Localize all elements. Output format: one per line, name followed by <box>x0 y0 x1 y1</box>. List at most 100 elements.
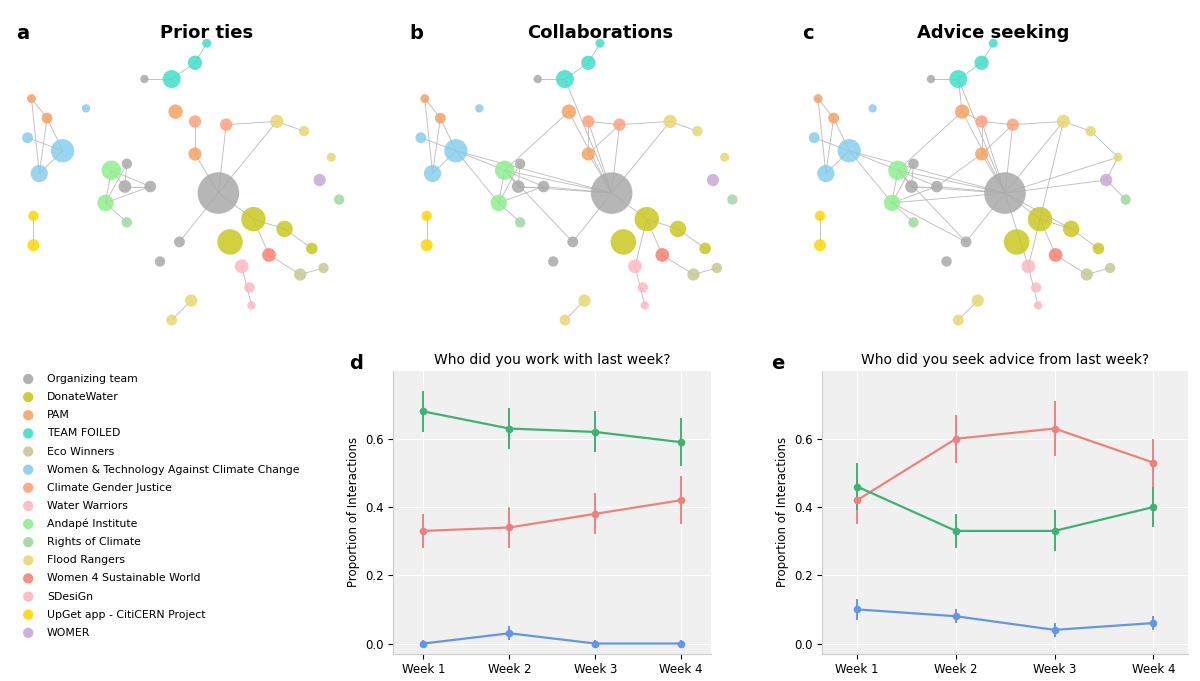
Point <box>635 300 654 311</box>
Point <box>637 214 656 225</box>
org_team <box>850 496 864 505</box>
Point <box>602 188 622 199</box>
inter_team <box>416 639 431 648</box>
Text: Organizing team: Organizing team <box>47 374 138 384</box>
Point <box>1116 194 1135 205</box>
Point <box>953 106 972 117</box>
Y-axis label: Proportion of Interactions: Proportion of Interactions <box>347 437 360 587</box>
Point <box>310 174 329 185</box>
Point <box>18 132 37 143</box>
Text: WOMER: WOMER <box>47 628 90 638</box>
inter_team <box>850 605 864 614</box>
Point <box>24 210 43 221</box>
Point <box>722 194 742 205</box>
Point <box>590 37 610 48</box>
Text: SDesiGn: SDesiGn <box>47 592 94 601</box>
Point <box>268 116 287 127</box>
intra_team <box>674 438 689 446</box>
Point <box>294 126 313 137</box>
Point <box>578 116 598 127</box>
Point <box>556 315 575 326</box>
intra_team <box>1146 503 1160 511</box>
Point <box>544 256 563 267</box>
intra_team <box>1048 527 1062 535</box>
Point <box>1097 174 1116 185</box>
Point <box>24 240 43 251</box>
Point <box>688 126 707 137</box>
Point <box>510 217 529 228</box>
Point <box>244 214 263 225</box>
Point <box>322 152 341 163</box>
Point <box>578 57 598 68</box>
Point <box>181 295 200 306</box>
Point <box>578 148 598 159</box>
Point <box>22 93 41 104</box>
Text: Prior ties: Prior ties <box>160 24 253 42</box>
Point <box>509 181 528 192</box>
Point <box>240 282 259 293</box>
Text: e: e <box>772 353 785 373</box>
Point <box>1019 261 1038 272</box>
Point <box>922 74 941 84</box>
Point <box>610 119 629 130</box>
Point <box>118 158 137 169</box>
intra_team <box>502 424 516 432</box>
Text: Advice seeking: Advice seeking <box>917 24 1069 42</box>
Point <box>1031 214 1050 225</box>
Point <box>904 158 923 169</box>
Text: a: a <box>16 24 29 43</box>
Point <box>197 37 216 48</box>
Point <box>937 256 956 267</box>
org_team <box>502 524 516 532</box>
Line: inter_team: inter_team <box>420 630 684 647</box>
Text: TEAM FOILED: TEAM FOILED <box>47 428 120 439</box>
Point <box>490 197 509 208</box>
Point <box>415 93 434 104</box>
Text: b: b <box>409 24 424 43</box>
Text: PAM: PAM <box>47 410 70 420</box>
Point <box>995 188 1014 199</box>
Point <box>840 145 859 156</box>
Point <box>1026 282 1045 293</box>
Point <box>634 282 653 293</box>
Point <box>162 74 181 84</box>
inter_team <box>949 612 964 620</box>
Point <box>102 165 121 176</box>
Text: Eco Winners: Eco Winners <box>47 447 114 456</box>
org_team <box>1048 424 1062 432</box>
intra_team <box>416 407 431 415</box>
Point <box>232 261 251 272</box>
Point <box>684 269 703 280</box>
Point <box>330 194 349 205</box>
Point <box>575 295 594 306</box>
inter_team <box>502 629 516 637</box>
intra_team <box>588 428 602 436</box>
Title: Who did you work with last week?: Who did you work with last week? <box>434 353 671 366</box>
inter_team <box>1048 626 1062 634</box>
Point <box>96 197 115 208</box>
Point <box>259 249 278 260</box>
Point <box>1081 126 1100 137</box>
Point <box>625 261 644 272</box>
Point <box>703 174 722 185</box>
org_team <box>1146 458 1160 466</box>
Point <box>418 210 437 221</box>
Point <box>707 263 726 274</box>
Point <box>469 103 488 114</box>
Point <box>1054 116 1073 127</box>
Point <box>431 112 450 123</box>
Text: d: d <box>349 353 362 373</box>
Point <box>559 106 578 117</box>
Point <box>928 181 947 192</box>
Point <box>809 93 828 104</box>
Point <box>422 168 442 179</box>
Point <box>1109 152 1128 163</box>
Point <box>209 188 228 199</box>
Y-axis label: Proportion of Interactions: Proportion of Interactions <box>775 437 788 587</box>
Point <box>653 249 672 260</box>
Line: intra_team: intra_team <box>420 409 684 445</box>
Point <box>134 74 154 84</box>
Point <box>170 236 190 247</box>
Point <box>275 223 294 234</box>
Text: DonateWater: DonateWater <box>47 392 119 402</box>
